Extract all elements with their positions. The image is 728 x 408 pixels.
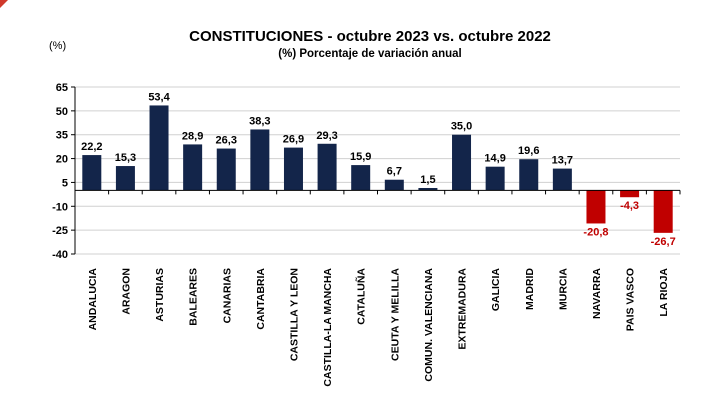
- category-label: CASTILLA-LA MANCHA: [322, 268, 334, 387]
- y-tick-label: 5: [62, 177, 68, 189]
- data-label: 1,5: [420, 174, 435, 186]
- category-label: CATALUÑA: [355, 268, 368, 325]
- bar: [351, 165, 371, 191]
- category-label: MURCIA: [557, 268, 569, 310]
- data-label: 13,7: [552, 155, 573, 167]
- data-label: 19,6: [518, 145, 539, 157]
- y-tick-label: -40: [52, 249, 68, 261]
- bar: [653, 190, 673, 233]
- y-tick-label: -10: [52, 201, 68, 213]
- data-label: 14,9: [484, 153, 505, 165]
- bar: [149, 105, 169, 191]
- data-label: 35,0: [451, 121, 472, 133]
- data-label: 28,9: [182, 130, 203, 142]
- bar: [620, 190, 640, 198]
- data-label: 15,3: [115, 152, 136, 164]
- y-axis-ticks: 65 50 35 20 5 -10 -25 -40: [52, 82, 75, 261]
- chart-subtitle: (%) Porcentaje de variación anual: [278, 48, 462, 60]
- y-tick-label: 65: [56, 82, 68, 94]
- category-label: NAVARRA: [591, 268, 603, 319]
- y-tick-label: 20: [56, 154, 68, 166]
- bar: [452, 134, 472, 191]
- category-label: CANTABRIA: [255, 268, 267, 330]
- corner-mark: [0, 0, 8, 8]
- category-label: EXTREMADURA: [457, 268, 469, 350]
- data-label: 29,3: [316, 130, 337, 142]
- category-label: BALEARES: [188, 268, 200, 326]
- data-label: 26,9: [283, 134, 304, 146]
- y-tick-label: 35: [56, 130, 68, 142]
- data-label: 6,7: [387, 166, 402, 178]
- category-label: PAIS VASCO: [625, 268, 637, 331]
- bar: [519, 159, 539, 191]
- bar: [250, 129, 270, 191]
- data-label: 38,3: [249, 115, 270, 127]
- data-label: 53,4: [148, 91, 170, 103]
- category-label: COMUN. VALENCIANA: [423, 268, 435, 382]
- category-label: CASTILLA Y LEON: [288, 268, 300, 361]
- bar: [384, 179, 404, 191]
- category-label: MADRID: [524, 268, 536, 310]
- data-label: -26,7: [651, 236, 676, 248]
- value-labels: 22,2 15,3 53,4 28,9 26,3 38,3 26,9 29,3 15,9 6,7 1…: [81, 91, 676, 247]
- bar: [586, 190, 606, 224]
- bar: [283, 147, 303, 191]
- category-label: GALICIA: [490, 268, 502, 312]
- chart-title: CONSTITUCIONES - octubre 2023 vs. octubr…: [189, 28, 551, 45]
- bar: [552, 168, 572, 191]
- bar: [115, 166, 135, 191]
- category-label: ARAGON: [120, 268, 132, 315]
- bar: [82, 155, 102, 191]
- grid-lines: [75, 86, 680, 255]
- category-label: CEUTA Y MELILLA: [389, 268, 401, 361]
- bar: [418, 187, 438, 191]
- bar: [216, 148, 236, 191]
- bar: [317, 143, 337, 191]
- y-tick-label: -25: [52, 225, 68, 237]
- bars: [82, 105, 673, 233]
- bar: [485, 166, 505, 191]
- data-label: 26,3: [216, 135, 237, 147]
- data-label: 15,9: [350, 151, 371, 163]
- category-label: ASTURIAS: [154, 268, 166, 322]
- data-label: 22,2: [81, 141, 102, 153]
- data-label: -4,3: [620, 200, 639, 212]
- category-label: LA RIOJA: [658, 268, 670, 317]
- data-label: -20,8: [583, 226, 608, 238]
- y-tick-label: 50: [56, 106, 68, 118]
- y-axis-unit: (%): [49, 40, 67, 52]
- axes: [74, 87, 681, 254]
- category-label: CANARIAS: [221, 268, 233, 323]
- category-labels: ANDALUCIA ARAGON ASTURIAS BALEARES CANARIAS C…: [87, 268, 670, 387]
- category-label: ANDALUCIA: [87, 268, 99, 331]
- bar: [183, 144, 203, 191]
